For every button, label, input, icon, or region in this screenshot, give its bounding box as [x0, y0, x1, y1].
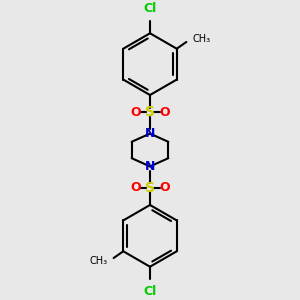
Text: N: N [145, 127, 155, 140]
Text: S: S [145, 181, 155, 195]
Text: O: O [159, 106, 170, 119]
Text: O: O [130, 181, 141, 194]
Text: S: S [145, 105, 155, 119]
Text: O: O [159, 181, 170, 194]
Text: Cl: Cl [143, 2, 157, 15]
Text: CH₃: CH₃ [90, 256, 108, 266]
Text: O: O [130, 106, 141, 119]
Text: CH₃: CH₃ [192, 34, 210, 44]
Text: N: N [145, 160, 155, 173]
Text: Cl: Cl [143, 285, 157, 298]
